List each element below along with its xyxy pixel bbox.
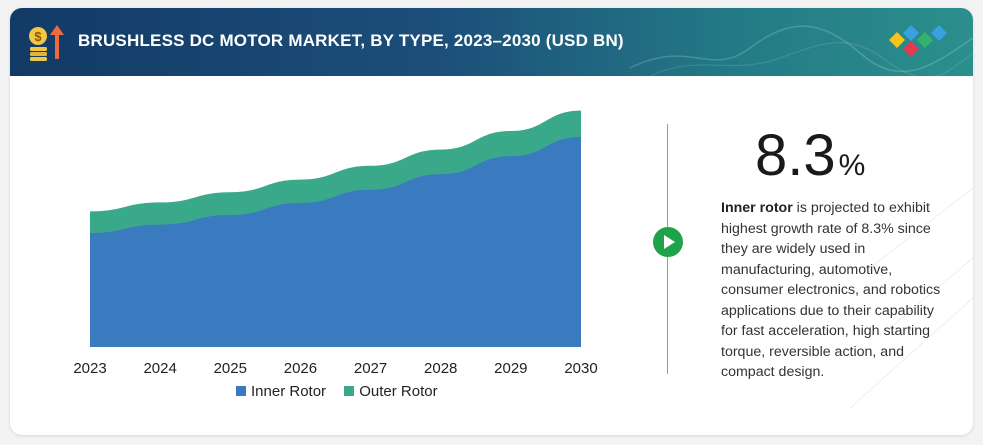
legend-swatch-inner xyxy=(236,386,246,396)
infographic-card: $ BRUSHLESS DC MOTOR MARKET, BY TYPE, 20… xyxy=(10,8,973,435)
insight-description: Inner rotor is projected to exhibit high… xyxy=(721,198,946,383)
legend-label-inner: Inner Rotor xyxy=(251,383,327,400)
background-decoration xyxy=(849,187,973,409)
header-banner: $ BRUSHLESS DC MOTOR MARKET, BY TYPE, 20… xyxy=(10,8,973,76)
insight-text: is projected to exhibit highest growth r… xyxy=(721,200,941,380)
insight-bold-lead: Inner rotor xyxy=(721,200,793,216)
x-tick-label: 2029 xyxy=(494,360,527,376)
header-wave-decoration xyxy=(629,25,973,76)
x-tick-label: 2023 xyxy=(73,360,106,376)
growth-rate-stat: 8.3% xyxy=(755,122,865,189)
area-inner-rotor xyxy=(90,137,581,347)
chart-legend: Inner Rotor Outer Rotor xyxy=(236,383,452,400)
x-tick-label: 2030 xyxy=(564,360,597,376)
x-tick-label: 2024 xyxy=(143,360,176,376)
x-tick-label: 2027 xyxy=(354,360,387,376)
svg-text:$: $ xyxy=(34,29,42,44)
growth-rate-value: 8.3 xyxy=(755,123,836,188)
x-tick-label: 2026 xyxy=(284,360,317,376)
chart-title: BRUSHLESS DC MOTOR MARKET, BY TYPE, 2023… xyxy=(78,31,624,50)
legend-swatch-outer xyxy=(344,386,355,396)
brand-logo-icon xyxy=(889,25,947,57)
x-axis-ticks: 2023 2024 2025 2026 2027 2028 2029 2030 xyxy=(73,360,597,376)
x-tick-label: 2025 xyxy=(214,360,247,376)
stacked-area-chart: 2023 2024 2025 2026 2027 2028 2029 2030 xyxy=(73,110,598,376)
x-tick-label: 2028 xyxy=(424,360,457,376)
legend-item-outer-rotor: Outer Rotor xyxy=(344,383,438,400)
legend-item-inner-rotor: Inner Rotor xyxy=(236,383,326,400)
growth-rate-unit: % xyxy=(838,149,866,182)
legend-label-outer: Outer Rotor xyxy=(359,383,438,400)
dollar-growth-icon: $ xyxy=(29,25,64,61)
play-arrow-icon xyxy=(653,227,683,257)
